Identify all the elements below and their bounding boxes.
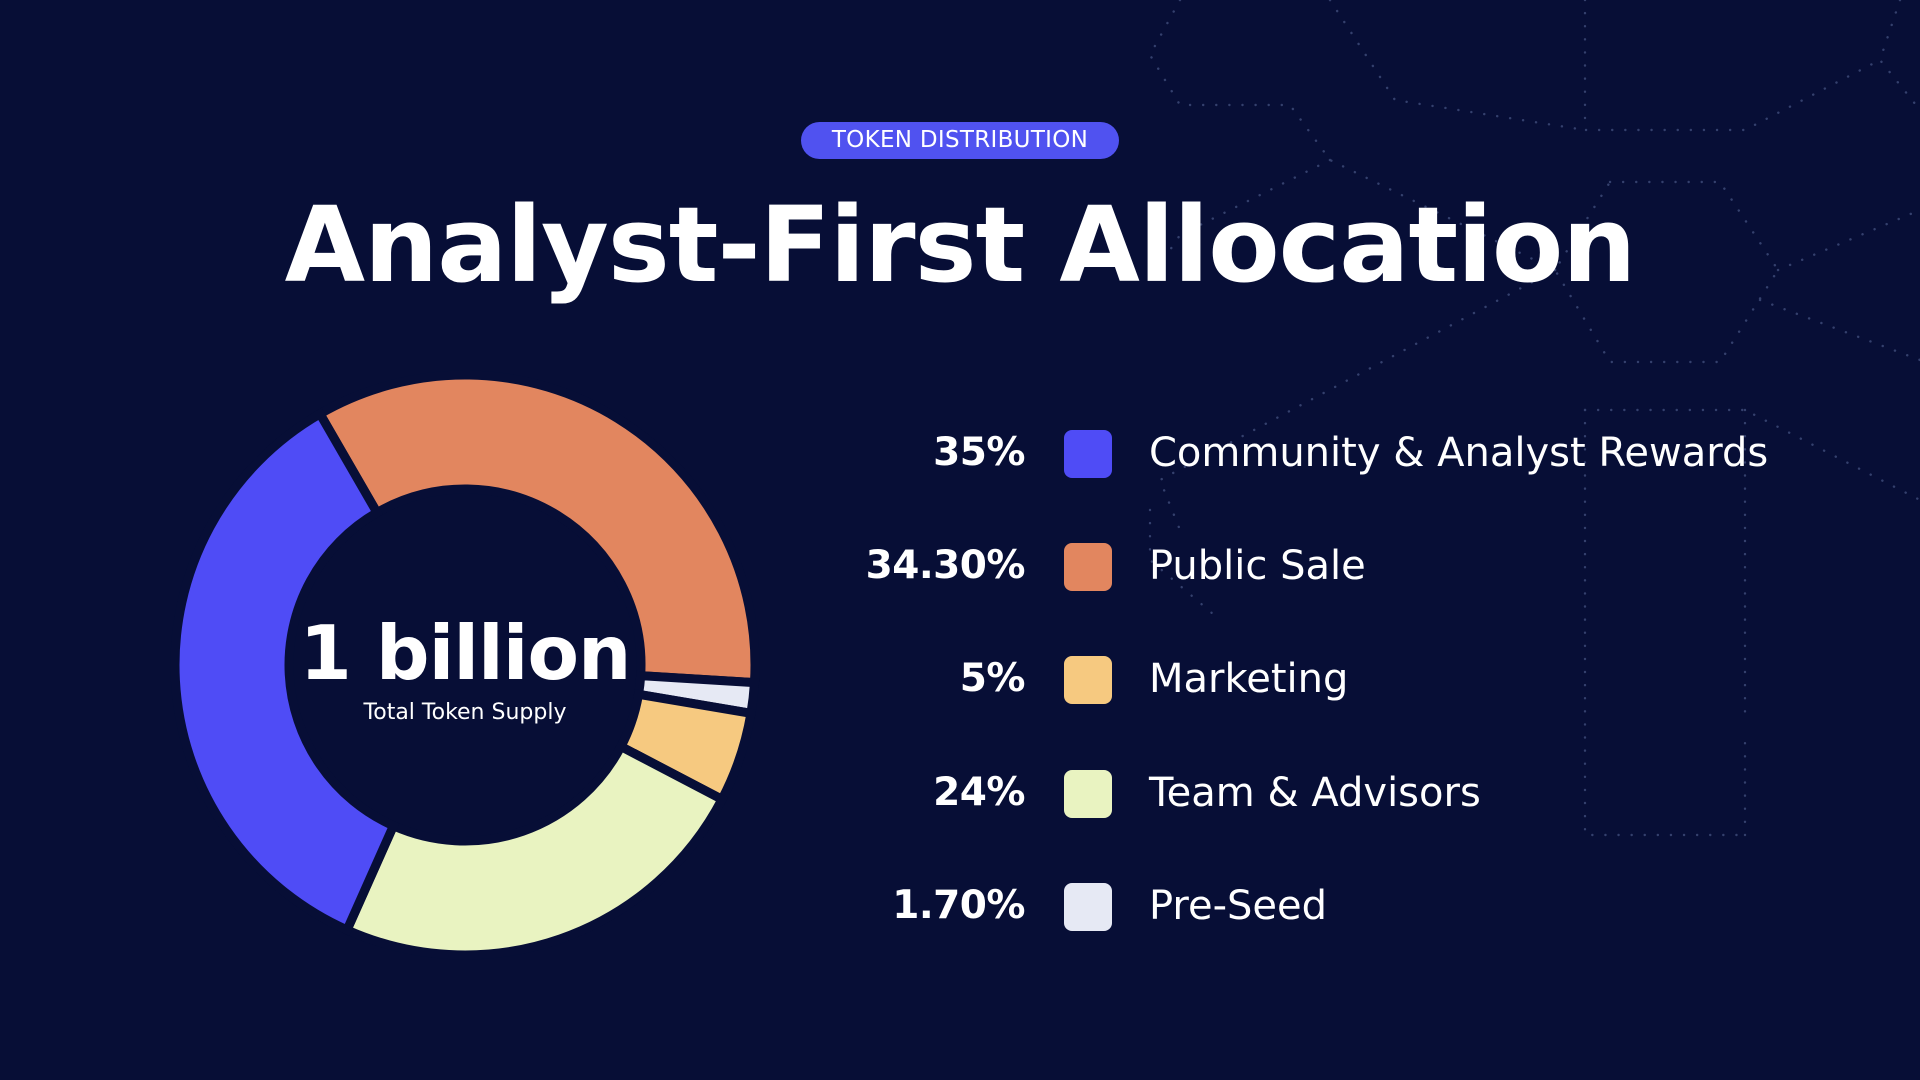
total-supply-value: 1 billion: [299, 609, 632, 697]
page-title: Analyst-First Allocation: [284, 184, 1637, 306]
donut-chart-svg: [170, 370, 760, 960]
total-supply-caption: Total Token Supply: [363, 700, 567, 725]
section-badge: TOKEN DISTRIBUTION: [801, 122, 1119, 159]
donut-chart: [160, 360, 770, 970]
donut-slice-team-advisors: [341, 740, 729, 960]
donut-slice-community-analyst-rewards: [170, 407, 400, 936]
donut-slice-public-sale: [313, 370, 760, 688]
